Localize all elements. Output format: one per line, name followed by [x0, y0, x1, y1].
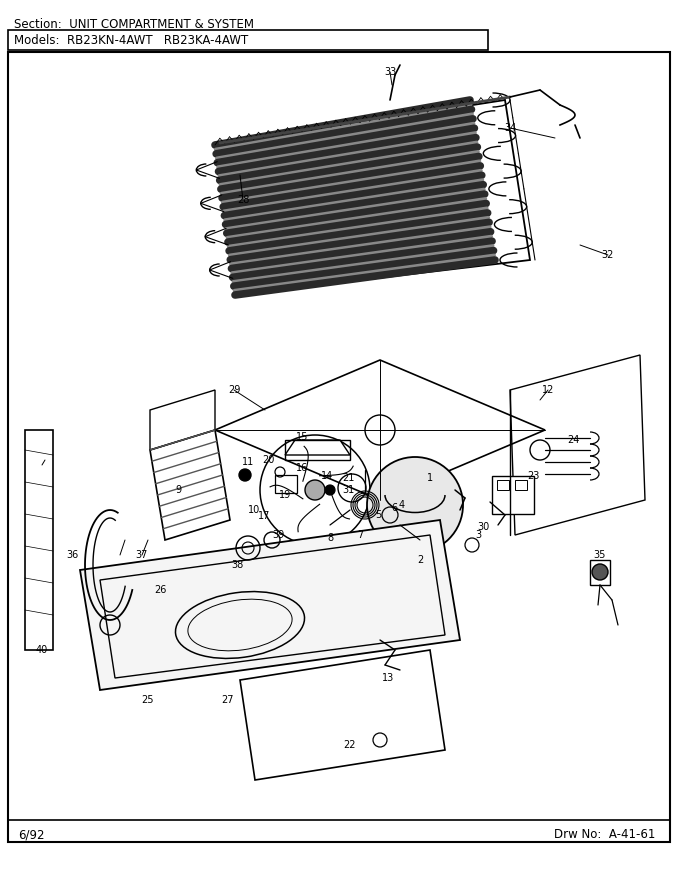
Text: 14: 14 [321, 471, 333, 481]
Text: 40: 40 [36, 645, 48, 655]
Text: Drw No:  A-41-61: Drw No: A-41-61 [554, 829, 655, 842]
Text: 33: 33 [384, 67, 396, 77]
Text: Models:  RB23KN-4AWT   RB23KA-4AWT: Models: RB23KN-4AWT RB23KA-4AWT [14, 34, 248, 46]
Text: 6: 6 [391, 503, 397, 513]
Text: 39: 39 [272, 530, 284, 540]
Text: 25: 25 [141, 695, 153, 705]
Polygon shape [80, 520, 460, 690]
Text: 11: 11 [242, 457, 254, 467]
Text: 32: 32 [602, 250, 614, 260]
Text: 27: 27 [222, 695, 234, 705]
Text: 22: 22 [344, 740, 356, 750]
Text: 13: 13 [382, 673, 394, 683]
Text: 8: 8 [327, 533, 333, 543]
Text: Section:  UNIT COMPARTMENT & SYSTEM: Section: UNIT COMPARTMENT & SYSTEM [14, 18, 254, 31]
Text: 31: 31 [342, 485, 354, 495]
Circle shape [367, 457, 463, 553]
Text: 12: 12 [542, 385, 554, 395]
Bar [275, 475, 297, 493]
Text: 16: 16 [296, 463, 308, 473]
Text: 3: 3 [475, 530, 481, 540]
Text: 17: 17 [258, 511, 270, 521]
Text: 9: 9 [175, 485, 181, 495]
Text: 15: 15 [296, 432, 308, 442]
Text: 24: 24 [567, 435, 579, 445]
Circle shape [592, 564, 608, 580]
Circle shape [239, 469, 251, 481]
Text: 37: 37 [136, 550, 148, 560]
Bar [497, 480, 509, 490]
Text: 19: 19 [279, 490, 291, 500]
Text: 5: 5 [375, 510, 381, 520]
Bar [25, 430, 53, 650]
Circle shape [305, 480, 325, 500]
Text: 36: 36 [66, 550, 78, 560]
Bar [590, 560, 610, 585]
Bar [8, 30, 488, 50]
Text: 7: 7 [357, 530, 363, 540]
Text: 10: 10 [248, 505, 260, 515]
Bar [8, 52, 670, 842]
Text: 26: 26 [154, 585, 166, 595]
Bar [285, 440, 350, 460]
Polygon shape [285, 440, 350, 455]
Text: 21: 21 [342, 473, 354, 483]
Text: 30: 30 [477, 522, 489, 532]
Text: 38: 38 [231, 560, 243, 570]
Text: 20: 20 [262, 455, 274, 465]
Bar [492, 476, 534, 514]
Text: 35: 35 [594, 550, 606, 560]
Text: 1: 1 [427, 473, 433, 483]
Circle shape [325, 485, 335, 495]
Text: 2: 2 [417, 555, 423, 565]
Text: 4: 4 [399, 500, 405, 510]
Text: 34: 34 [504, 123, 516, 133]
Bar [515, 480, 527, 490]
Bar [335, 540, 365, 562]
Text: 6/92: 6/92 [18, 829, 44, 842]
Text: 23: 23 [527, 471, 539, 481]
Text: 28: 28 [237, 195, 249, 205]
Text: 29: 29 [228, 385, 240, 395]
